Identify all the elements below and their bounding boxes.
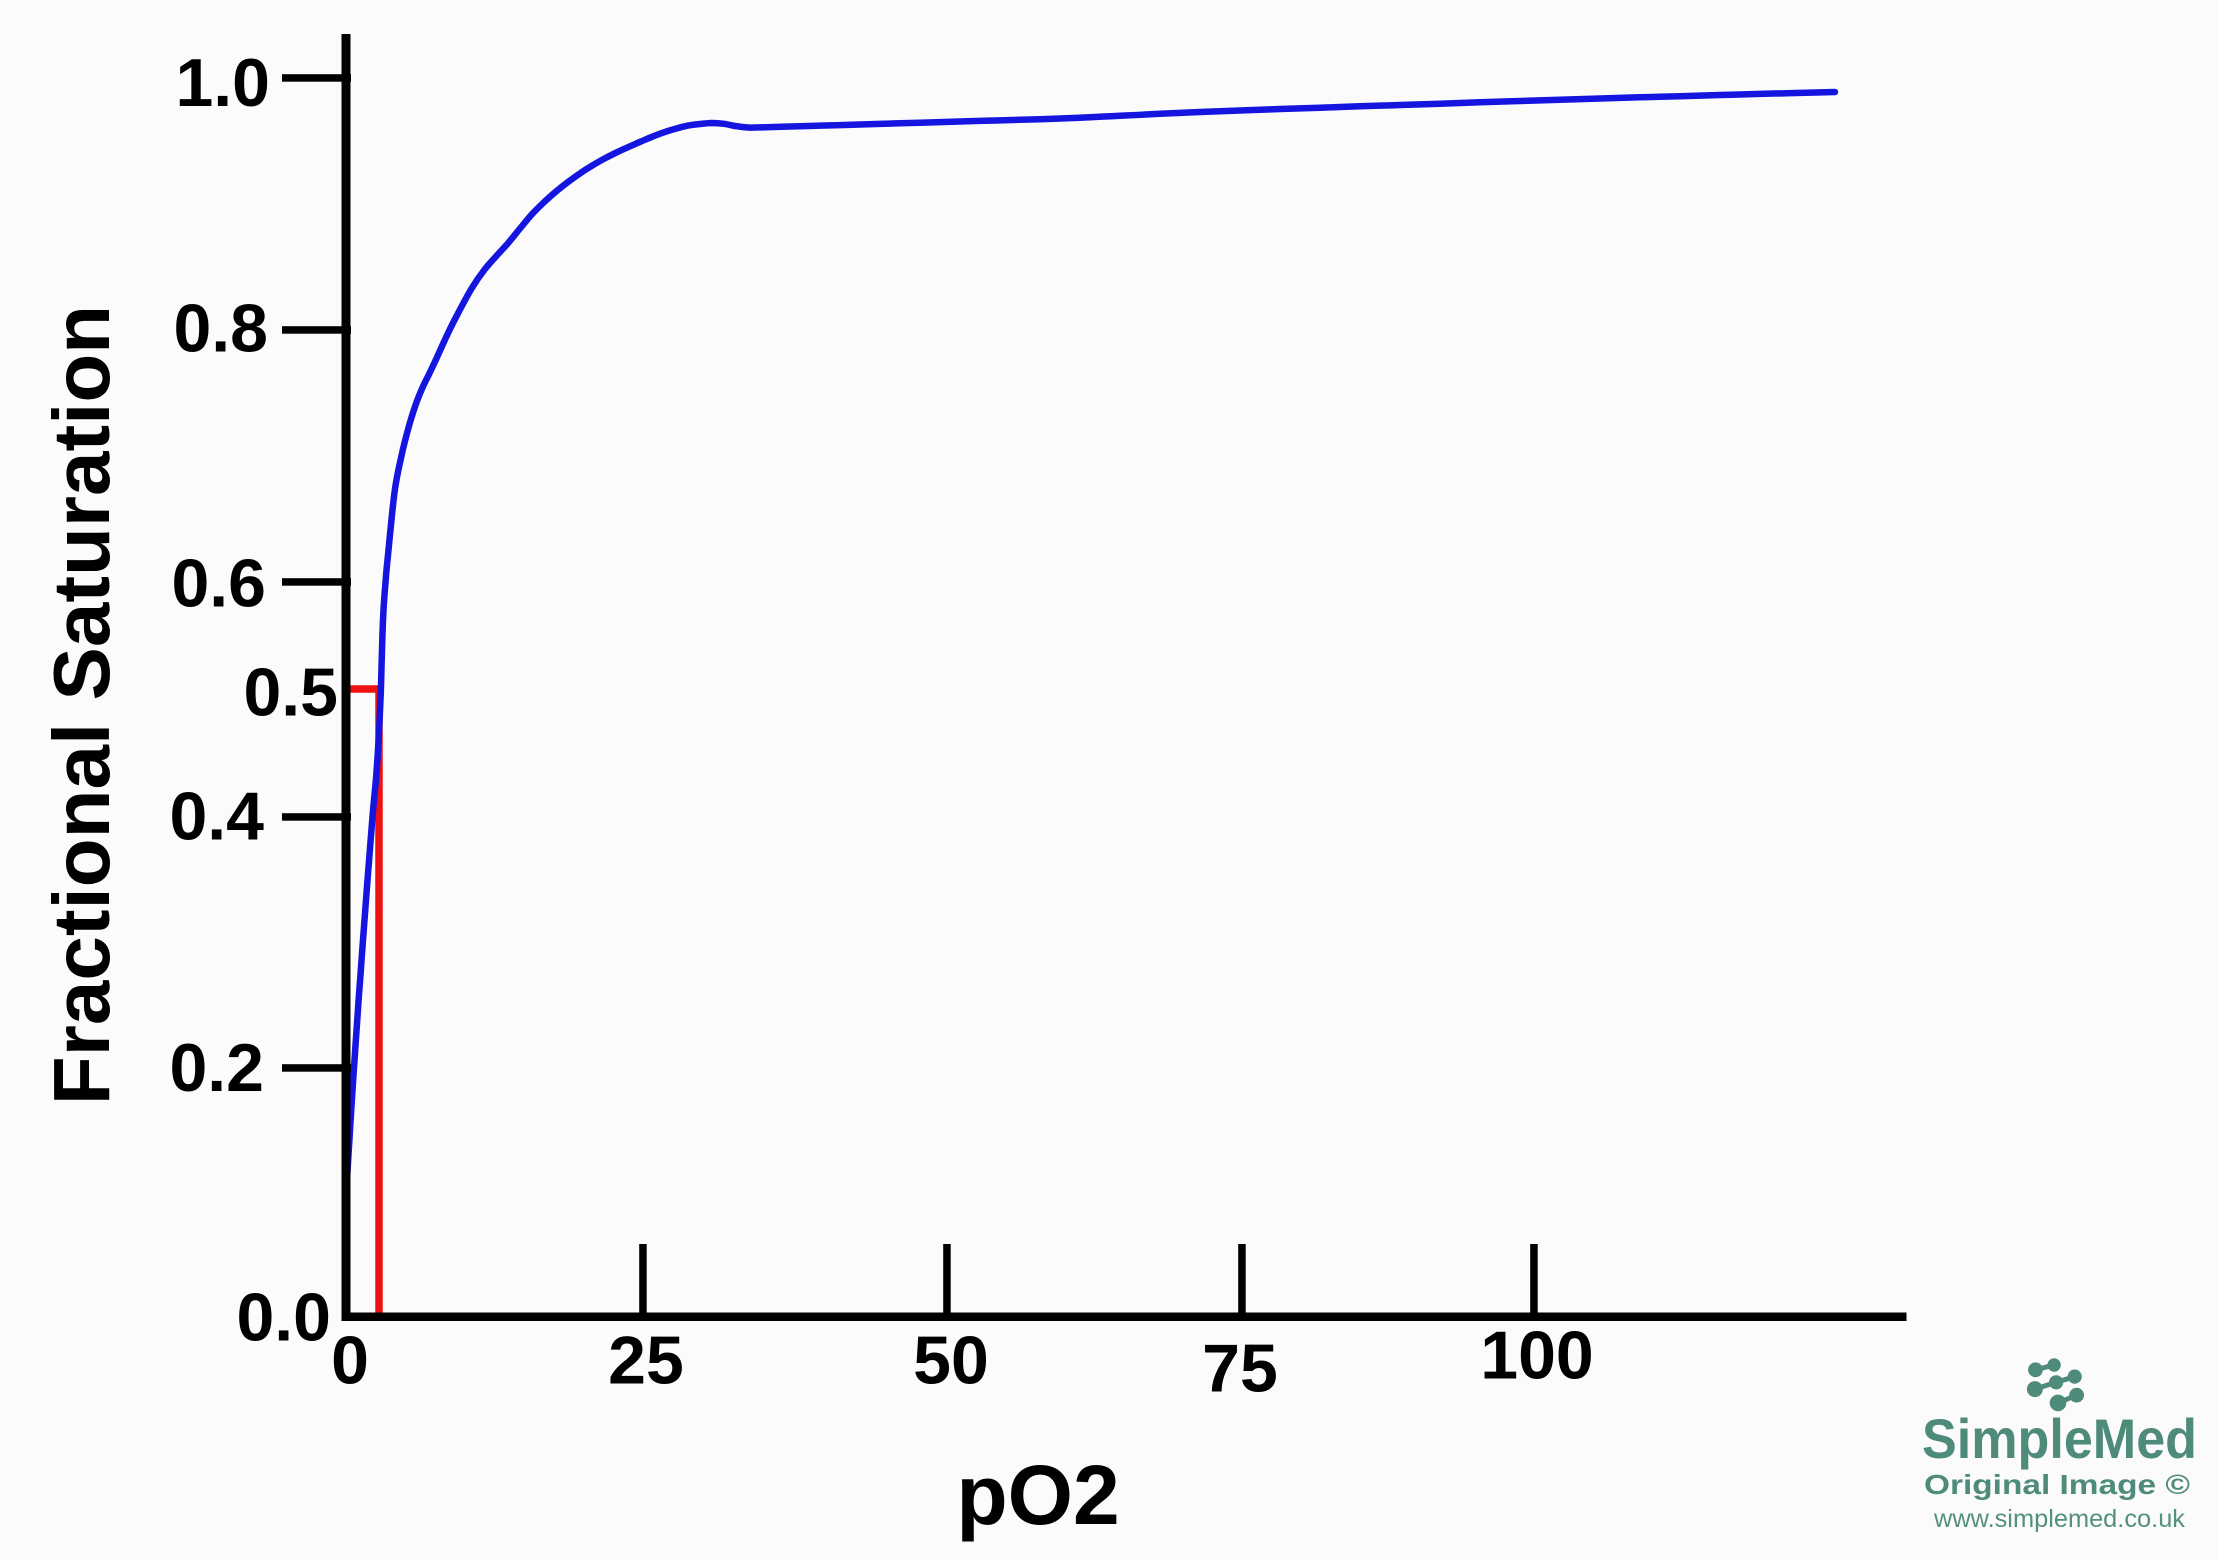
svg-text:75: 75 <box>1202 1331 1278 1407</box>
svg-text:0.2: 0.2 <box>169 1030 264 1106</box>
svg-text:Fractional Saturation: Fractional Saturation <box>37 305 126 1105</box>
svg-text:0.8: 0.8 <box>173 291 268 367</box>
svg-text:0.6: 0.6 <box>171 546 266 622</box>
svg-text:100: 100 <box>1480 1318 1593 1394</box>
svg-text:0: 0 <box>331 1323 369 1399</box>
svg-text:0.5: 0.5 <box>243 655 338 731</box>
svg-text:www.simplemed.co.uk: www.simplemed.co.uk <box>1933 1505 2186 1533</box>
svg-text:1.0: 1.0 <box>175 45 270 121</box>
svg-text:50: 50 <box>913 1323 989 1399</box>
svg-text:0.4: 0.4 <box>169 779 264 855</box>
svg-text:pO2: pO2 <box>956 1448 1119 1542</box>
svg-text:0.0: 0.0 <box>236 1280 331 1356</box>
svg-text:25: 25 <box>608 1323 684 1399</box>
svg-text:SimpleMed: SimpleMed <box>1922 1407 2197 1470</box>
svg-text:Original Image ©: Original Image © <box>1924 1469 2190 1500</box>
